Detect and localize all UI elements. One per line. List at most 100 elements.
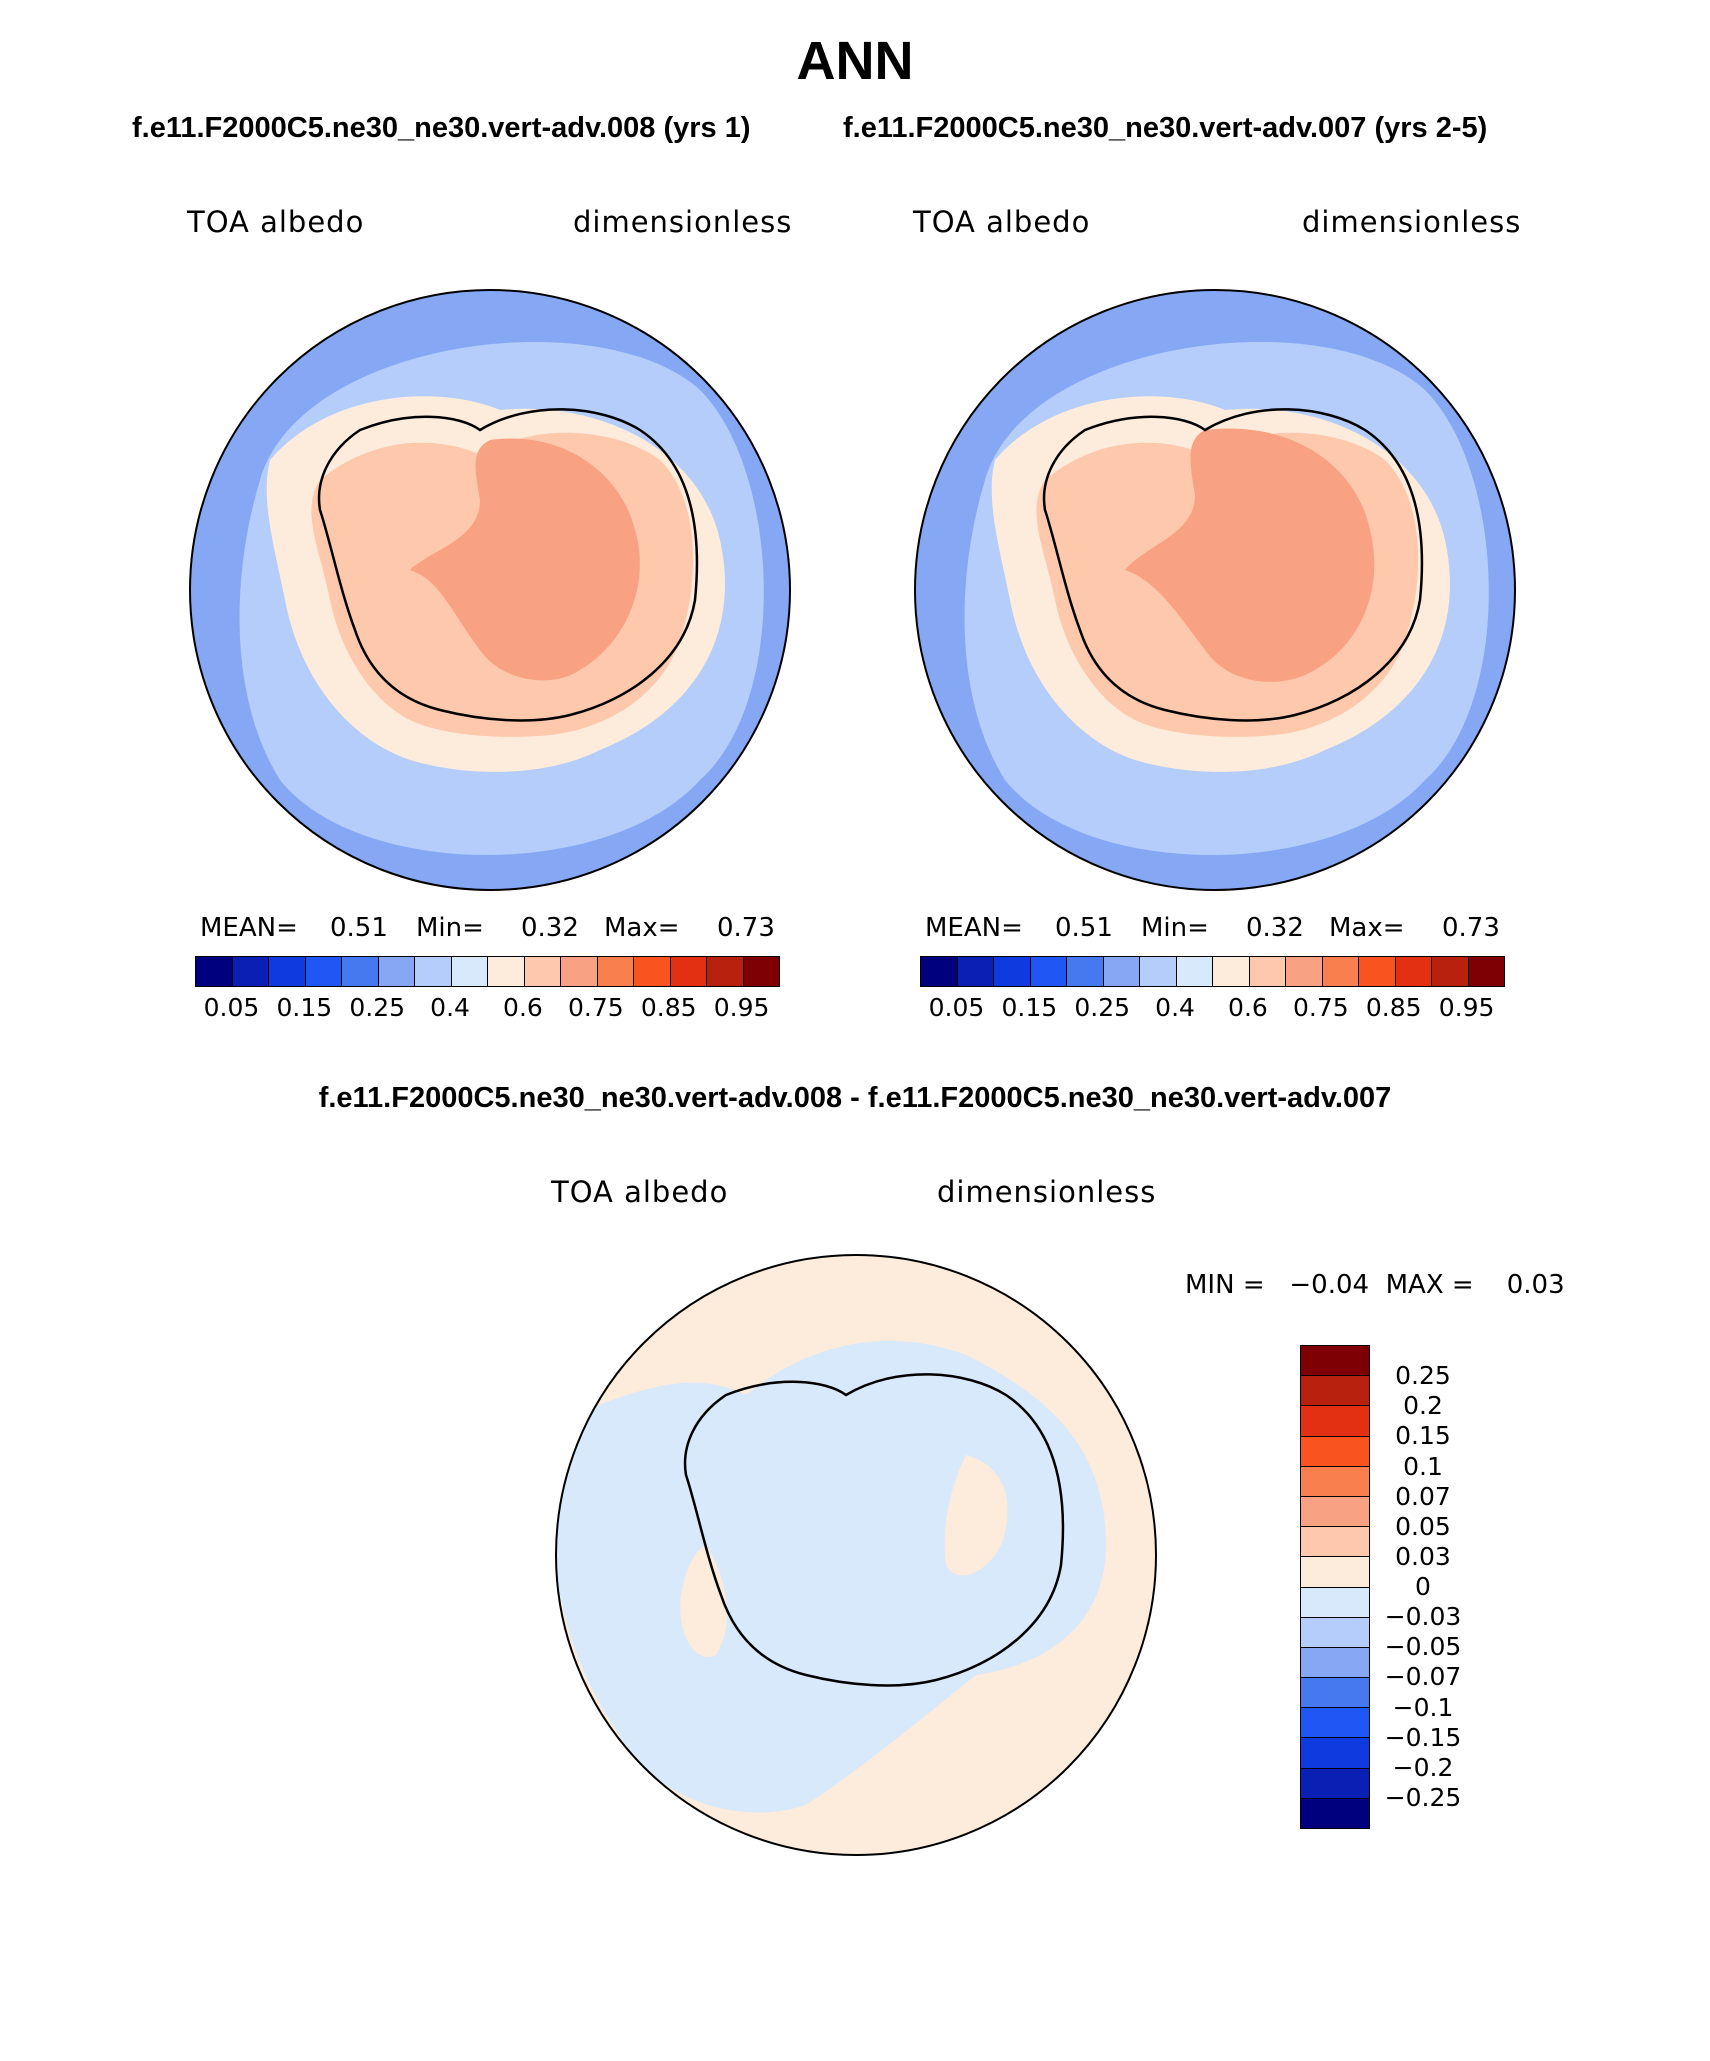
panel1-coastline — [317, 408, 699, 722]
panel1-colorbar-swatch-3 — [305, 957, 342, 986]
figure-title: ANN — [796, 31, 914, 91]
panel2-plateau-field — [1125, 428, 1375, 682]
panel2-mean-value: 0.51 — [1055, 913, 1113, 943]
panel2-units-label: dimensionless — [1302, 205, 1522, 239]
panel1-colorbar-swatch-13 — [670, 957, 707, 986]
panel3-colorbar-swatch-12 — [1301, 1708, 1369, 1739]
panel3-variable-label: TOA albedo — [551, 1175, 729, 1209]
panel1-colorbar-swatch-9 — [524, 957, 561, 986]
panel2-coastline — [1042, 408, 1424, 722]
panel3-colorbar-swatch-13 — [1301, 1738, 1369, 1769]
panel2-colorbar-swatch-7 — [1176, 957, 1213, 986]
subtitle-left: f.e11.F2000C5.ne30_ne30.vert-adv.008 (yr… — [132, 112, 751, 144]
panel1-colorbar-tick-label: 0.6 — [503, 993, 543, 1022]
panel3-colorbar-swatch-8 — [1301, 1587, 1369, 1618]
panel1-variable-label: TOA albedo — [187, 205, 365, 239]
panel1-colorbar-swatch-7 — [451, 957, 488, 986]
panel3-colorbar-tick-label: 0.05 — [1395, 1511, 1451, 1541]
panel3-colorbar-swatch-10 — [1301, 1647, 1369, 1679]
panel1-colorbar-swatch-11 — [597, 957, 634, 986]
panel1-units-label: dimensionless — [573, 205, 793, 239]
panel3-colorbar-tick-label: 0.1 — [1403, 1451, 1443, 1481]
panel2-colorbar-swatch-13 — [1395, 957, 1432, 986]
panel1-colorbar-swatch-15 — [743, 957, 779, 986]
panel1-colorbar-tick-label: 0.05 — [203, 993, 260, 1022]
panel3-colorbar-swatch-11 — [1301, 1678, 1369, 1709]
panel1-max-label: Max= — [604, 913, 680, 943]
panel2-colorbar-swatch-9 — [1249, 957, 1286, 986]
panel3-coastline — [683, 1373, 1065, 1687]
panel3-colorbar-tick-label: 0 — [1415, 1572, 1431, 1601]
subtitle-right: f.e11.F2000C5.ne30_ne30.vert-adv.007 (yr… — [843, 112, 1488, 144]
panel3-colorbar-swatch-3 — [1301, 1436, 1369, 1467]
panel1-min-value: 0.32 — [521, 913, 579, 943]
panel3-colorbar-swatch-6 — [1301, 1527, 1369, 1558]
panel2-colorbar-tick-label: 0.6 — [1228, 993, 1268, 1022]
panel3-colorbar-swatch-5 — [1301, 1496, 1369, 1528]
panel1-colorbar-swatch-0 — [196, 957, 233, 986]
panel1-colorbar-swatch-4 — [342, 957, 379, 986]
panel2-min-label: Min= — [1141, 913, 1209, 943]
panel2-colorbar-swatch-8 — [1213, 957, 1250, 986]
panel1-colorbar-swatch-2 — [269, 957, 306, 986]
panel3-colorbar-swatch-1 — [1301, 1376, 1369, 1407]
panel3-colorbar-swatch-15 — [1301, 1798, 1369, 1828]
panel3-minmax: MIN = −0.04 MAX = 0.03 — [1185, 1270, 1565, 1300]
panel2-colorbar-tick-label: 0.25 — [1074, 993, 1131, 1022]
panel1-colorbar-swatch-14 — [707, 957, 744, 986]
panel3-colorbar — [1300, 1345, 1370, 1829]
panel2-colorbar-swatch-6 — [1140, 957, 1177, 986]
panel3-colorbar-tick-label: 0.03 — [1395, 1541, 1451, 1571]
panel3-colorbar-tick-label: 0.2 — [1403, 1391, 1443, 1421]
panel3-colorbar-tick-label: −0.15 — [1384, 1722, 1462, 1752]
panel2-colorbar — [920, 956, 1505, 987]
panel2-colorbar-tick-label: 0.75 — [1292, 993, 1349, 1022]
panel3-positive-patch-1 — [944, 1455, 1008, 1576]
panel3-colorbar-swatch-7 — [1301, 1557, 1369, 1588]
panel3-colorbar-tick-label: 0.15 — [1395, 1421, 1451, 1451]
panel1-min-label: Min= — [416, 913, 484, 943]
panel1-colorbar-tick-label: 0.95 — [713, 993, 770, 1022]
panel1-colorbar-tick-label: 0.4 — [430, 993, 470, 1022]
panel1-mean-value: 0.51 — [330, 913, 388, 943]
panel2-variable-label: TOA albedo — [913, 205, 1091, 239]
panel1-colorbar-tick-label: 0.15 — [276, 993, 333, 1022]
panel2-map — [914, 289, 1516, 891]
panel2-colorbar-tick-label: 0.4 — [1155, 993, 1195, 1022]
panel2-colorbar-swatch-0 — [921, 957, 958, 986]
panel3-colorbar-tick-label: 0.07 — [1395, 1481, 1451, 1511]
panel2-colorbar-swatch-10 — [1286, 957, 1323, 986]
panel3-colorbar-swatch-0 — [1301, 1346, 1369, 1377]
panel2-max-label: Max= — [1329, 913, 1405, 943]
panel3-colorbar-swatch-9 — [1301, 1617, 1369, 1648]
panel3-colorbar-tick-label: −0.03 — [1384, 1602, 1462, 1632]
panel1-colorbar-swatch-8 — [488, 957, 525, 986]
panel2-colorbar-swatch-4 — [1067, 957, 1104, 986]
panel2-colorbar-tick-label: 0.95 — [1438, 993, 1495, 1022]
panel1-colorbar-swatch-12 — [634, 957, 671, 986]
panel2-colorbar-swatch-5 — [1103, 957, 1140, 986]
panel1-colorbar-tick-label: 0.85 — [640, 993, 697, 1022]
panel3-units-label: dimensionless — [937, 1175, 1157, 1209]
panel2-colorbar-swatch-1 — [957, 957, 994, 986]
panel2-colorbar-swatch-14 — [1432, 957, 1469, 986]
diff-title: f.e11.F2000C5.ne30_ne30.vert-adv.008 - f… — [318, 1082, 1392, 1114]
panel2-mean-label: MEAN= — [925, 913, 1023, 943]
panel2-colorbar-swatch-11 — [1322, 957, 1359, 986]
panel3-map — [555, 1254, 1157, 1856]
panel1-colorbar-swatch-6 — [415, 957, 452, 986]
panel2-min-value: 0.32 — [1246, 913, 1304, 943]
panel2-colorbar-swatch-15 — [1468, 957, 1504, 986]
panel1-colorbar-swatch-10 — [561, 957, 598, 986]
panel2-max-value: 0.73 — [1442, 913, 1500, 943]
panel3-colorbar-swatch-2 — [1301, 1406, 1369, 1437]
panel3-colorbar-tick-label: −0.2 — [1392, 1752, 1454, 1782]
panel3-colorbar-tick-label: −0.05 — [1384, 1632, 1462, 1662]
panel2-colorbar-swatch-2 — [994, 957, 1031, 986]
panel2-colorbar-tick-label: 0.15 — [1001, 993, 1058, 1022]
panel2-colorbar-swatch-12 — [1359, 957, 1396, 986]
panel1-colorbar — [195, 956, 780, 987]
panel3-colorbar-swatch-14 — [1301, 1768, 1369, 1799]
panel3-colorbar-tick-label: −0.07 — [1384, 1662, 1462, 1692]
panel2-colorbar-tick-label: 0.85 — [1365, 993, 1422, 1022]
